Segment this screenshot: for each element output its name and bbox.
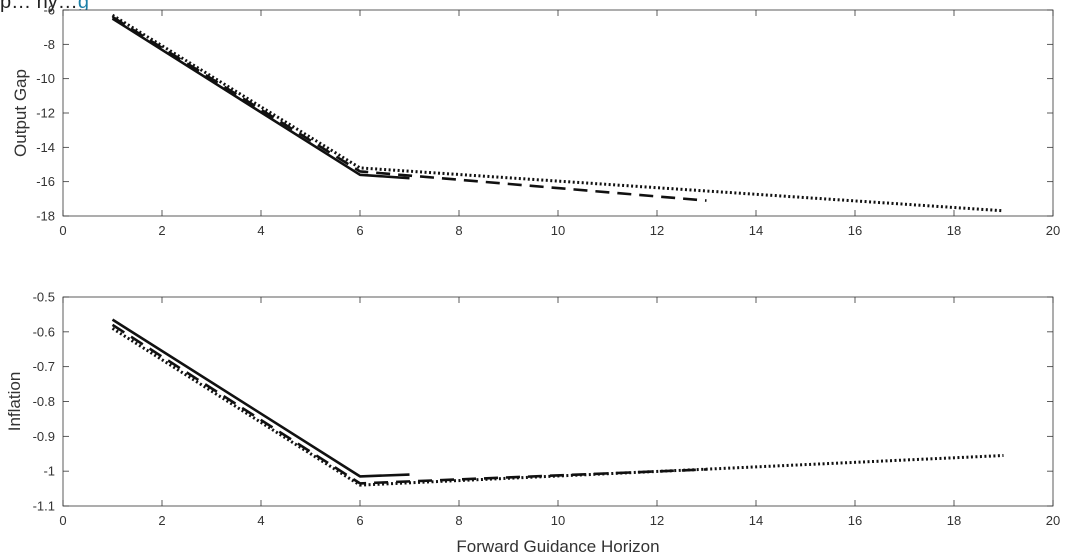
series-line-dashed — [111, 15, 707, 202]
x-tick-label: 6 — [356, 513, 363, 528]
y-axis-label: Inflation — [5, 372, 24, 432]
x-tick-label: 14 — [749, 223, 763, 238]
caption-fragment: p… ny…g — [0, 0, 89, 14]
y-tick-label: -1.1 — [33, 499, 55, 514]
panel-1: 0 2 4 6 8 10 12 14 16 18 20 -18 -16 -14 -12 -10 -8 -6 Outp… — [11, 3, 1060, 239]
x-tick-label: 6 — [356, 223, 363, 238]
panel-2: 0 2 4 6 8 10 12 14 16 18 20 -1.1 -1 -0.9 -0.8 -0.7 -0.6 -… — [5, 290, 1060, 557]
series-line-dotted — [111, 327, 1004, 487]
y-tick-label: -0.7 — [33, 359, 55, 374]
y-tick-label: -14 — [36, 140, 55, 155]
x-tick-label: 18 — [947, 223, 961, 238]
x-axis-label: Forward Guidance Horizon — [456, 537, 659, 556]
series-line-solid — [111, 318, 410, 478]
x-tick-label: 12 — [650, 223, 664, 238]
x-tick-label: 0 — [59, 513, 66, 528]
axes-box — [62, 9, 1054, 217]
x-tick-label: 0 — [59, 223, 66, 238]
y-tick-label: -8 — [43, 37, 55, 52]
caption-text: p… ny… — [0, 0, 78, 13]
x-tick-label: 4 — [257, 223, 264, 238]
series-line-dotted — [111, 13, 1004, 213]
series-line-dashed — [111, 323, 707, 485]
x-tick-label: 10 — [551, 513, 565, 528]
y-tick-label: -18 — [36, 209, 55, 224]
series-line-solid — [111, 17, 410, 180]
x-tick-label: 2 — [158, 223, 165, 238]
y-tick-label: -0.8 — [33, 394, 55, 409]
x-tick-label: 18 — [947, 513, 961, 528]
x-tick-label: 20 — [1046, 513, 1060, 528]
x-tick-label: 8 — [455, 223, 462, 238]
y-tick-label: -0.5 — [33, 290, 55, 305]
y-tick-label: -16 — [36, 174, 55, 189]
x-tick-label: 20 — [1046, 223, 1060, 238]
y-tick-label: -12 — [36, 106, 55, 121]
x-tick-label: 16 — [848, 223, 862, 238]
x-tick-label: 16 — [848, 513, 862, 528]
x-tick-label: 14 — [749, 513, 763, 528]
y-axis-label: Output Gap — [11, 69, 30, 157]
x-tick-label: 10 — [551, 223, 565, 238]
y-tick-label: -6 — [43, 3, 55, 18]
y-tick-label: -1 — [43, 464, 55, 479]
y-tick-label: -0.6 — [33, 324, 55, 339]
y-tick-label: -10 — [36, 71, 55, 86]
x-tick-label: 2 — [158, 513, 165, 528]
x-tick-label: 12 — [650, 513, 664, 528]
y-tick-label: -0.9 — [33, 429, 55, 444]
x-tick-label: 8 — [455, 513, 462, 528]
caption-link[interactable]: g — [77, 0, 89, 13]
x-tick-label: 4 — [257, 513, 264, 528]
